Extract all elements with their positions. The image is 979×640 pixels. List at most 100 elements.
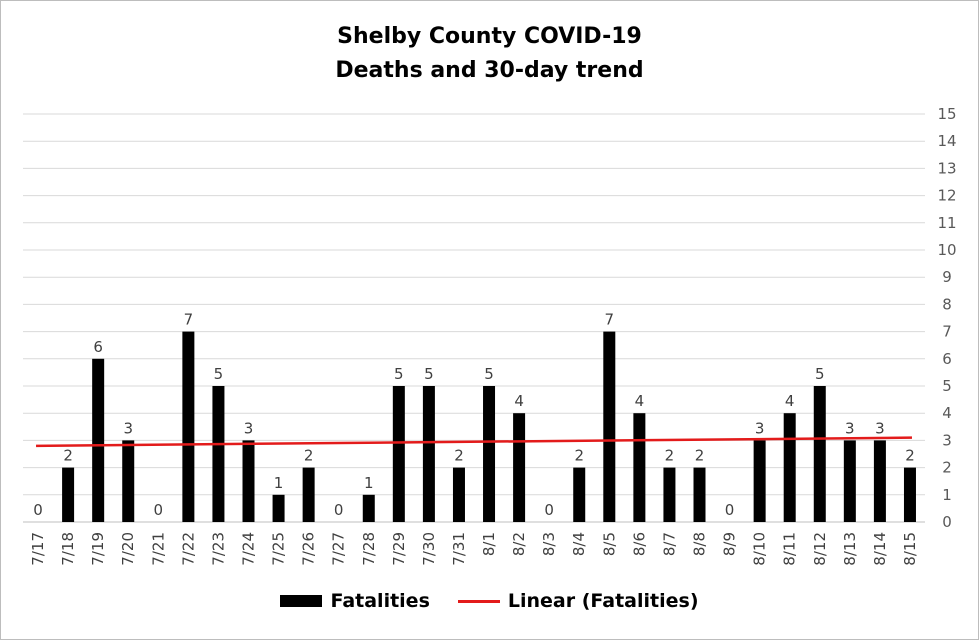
y-tick-label-12: 12 [937,187,956,205]
data-label-7/19: 6 [93,338,103,356]
legend-label-fatalities: Fatalities [330,590,429,612]
bar-8/12 [814,386,826,522]
bar-7/19 [92,359,104,522]
bar-8/10 [754,440,766,522]
x-tick-label-7/22: 7/22 [179,532,197,566]
x-tick-label-7/31: 7/31 [450,532,468,566]
legend-swatch-linear [458,600,500,603]
data-label-8/4: 2 [574,447,584,465]
bar-8/6 [633,413,645,522]
data-label-8/1: 5 [484,365,494,383]
data-label-7/29: 5 [394,365,404,383]
y-tick-label-8: 8 [942,295,952,313]
bar-7/29 [393,386,405,522]
y-tick-label-9: 9 [942,268,952,286]
data-label-8/2: 4 [514,392,524,410]
y-tick-label-13: 13 [937,159,956,177]
data-label-7/21: 0 [154,501,164,519]
data-label-8/5: 7 [605,311,615,329]
x-tick-label-7/27: 7/27 [330,532,348,566]
y-tick-label-11: 11 [937,214,956,232]
data-label-8/6: 4 [635,392,645,410]
y-tick-label-15: 15 [937,105,956,123]
bar-7/25 [273,495,285,522]
y-tick-label-6: 6 [942,350,952,368]
y-tick-label-5: 5 [942,377,952,395]
y-tick-label-3: 3 [942,431,952,449]
data-label-7/22: 7 [184,311,194,329]
bar-8/11 [784,413,796,522]
data-label-8/12: 5 [815,365,825,383]
bar-8/8 [694,468,706,522]
x-tick-label-7/19: 7/19 [89,532,107,566]
x-tick-label-7/26: 7/26 [300,532,318,566]
bar-7/18 [62,468,74,522]
y-tick-label-2: 2 [942,459,952,477]
y-tick-label-7: 7 [942,323,952,341]
x-tick-label-7/25: 7/25 [270,532,288,566]
bar-8/14 [874,440,886,522]
data-label-8/11: 4 [785,392,795,410]
legend-swatch-fatalities [280,595,322,607]
bar-7/23 [212,386,224,522]
bar-8/2 [513,413,525,522]
bar-7/20 [122,440,134,522]
x-tick-label-7/30: 7/30 [420,532,438,566]
bar-7/26 [303,468,315,522]
bar-7/31 [453,468,465,522]
bar-8/13 [844,440,856,522]
x-tick-label-7/28: 7/28 [360,532,378,566]
x-tick-label-8/8: 8/8 [691,532,709,556]
x-tick-label-8/10: 8/10 [751,532,769,566]
data-label-7/17: 0 [33,501,43,519]
y-tick-label-14: 14 [937,132,956,150]
data-label-8/14: 3 [875,419,885,437]
data-label-7/20: 3 [123,419,133,437]
x-tick-label-8/14: 8/14 [871,532,889,566]
data-label-7/30: 5 [424,365,434,383]
data-label-7/28: 1 [364,474,374,492]
bar-8/4 [573,468,585,522]
data-label-7/24: 3 [244,419,254,437]
data-label-7/26: 2 [304,447,314,465]
data-label-8/15: 2 [905,447,915,465]
y-tick-label-4: 4 [942,404,952,422]
x-tick-label-7/29: 7/29 [390,532,408,566]
y-tick-label-0: 0 [942,513,952,531]
x-tick-label-8/15: 8/15 [901,532,919,566]
bar-7/22 [182,332,194,522]
x-tick-label-7/23: 7/23 [209,532,227,566]
data-label-8/3: 0 [544,501,554,519]
legend: Fatalities Linear (Fatalities) [0,590,979,612]
bar-7/24 [243,440,255,522]
data-label-8/13: 3 [845,419,855,437]
x-tick-label-7/21: 7/21 [149,532,167,566]
data-label-7/25: 1 [274,474,284,492]
x-tick-label-8/7: 8/7 [660,532,678,556]
x-tick-label-7/17: 7/17 [29,532,47,566]
bar-8/5 [603,332,615,522]
bar-8/1 [483,386,495,522]
x-tick-label-8/6: 8/6 [630,532,648,556]
bar-7/28 [363,495,375,522]
x-tick-label-8/11: 8/11 [781,532,799,566]
x-tick-label-7/18: 7/18 [59,532,77,566]
y-tick-label-1: 1 [942,486,952,504]
data-label-7/23: 5 [214,365,224,383]
x-tick-label-8/12: 8/12 [811,532,829,566]
data-label-8/9: 0 [725,501,735,519]
data-label-8/8: 2 [695,447,705,465]
legend-label-linear: Linear (Fatalities) [508,590,699,612]
data-label-7/31: 2 [454,447,464,465]
x-tick-label-8/5: 8/5 [600,532,618,556]
data-label-8/7: 2 [665,447,675,465]
x-tick-label-8/4: 8/4 [570,532,588,556]
trendline [36,438,912,446]
data-label-7/27: 0 [334,501,344,519]
bar-8/7 [663,468,675,522]
legend-item-linear: Linear (Fatalities) [458,590,699,612]
x-tick-label-7/24: 7/24 [240,532,258,566]
x-tick-label-7/20: 7/20 [119,532,137,566]
y-tick-label-10: 10 [937,241,956,259]
x-tick-label-8/3: 8/3 [540,532,558,556]
